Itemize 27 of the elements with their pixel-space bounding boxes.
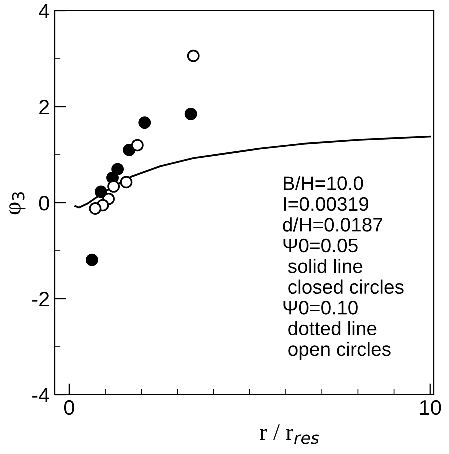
x-axis-title: r / r$_{res}$ [260, 424, 320, 444]
point [108, 180, 120, 193]
point [120, 176, 133, 189]
annotation: d/H=0.0187 [283, 218, 383, 232]
point [112, 163, 124, 176]
point [138, 116, 152, 130]
y-tick-label: 2 [40, 100, 50, 115]
annotation: I=0.00319 [284, 197, 369, 212]
y-tick-label: -4 [32, 388, 50, 403]
point [131, 139, 144, 152]
point [184, 108, 198, 120]
annotation: B/H=10.0 [284, 176, 364, 190]
point [187, 50, 200, 62]
y-tick-label: 4 [39, 4, 50, 19]
point [94, 186, 108, 198]
annotation: closed circles [288, 280, 404, 294]
y-tick-label: -2 [32, 292, 50, 307]
point [89, 202, 102, 215]
y-axis-title: φ$_{3}$ [10, 192, 26, 215]
x-tick-label: 10 [420, 400, 442, 416]
annotation: open circles [288, 342, 391, 360]
point [86, 254, 98, 266]
y-tick-label: 0 [39, 196, 50, 211]
annotation: Ψ0=0.05 [284, 238, 358, 253]
annotation: solid line [288, 259, 363, 274]
annotation: Ψ0=0.10 [284, 301, 358, 315]
annotation: dotted line [288, 321, 377, 336]
